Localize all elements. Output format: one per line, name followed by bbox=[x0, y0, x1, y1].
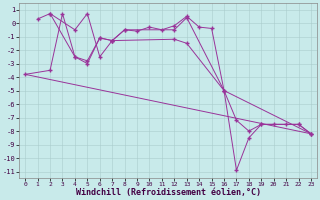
X-axis label: Windchill (Refroidissement éolien,°C): Windchill (Refroidissement éolien,°C) bbox=[76, 188, 260, 197]
